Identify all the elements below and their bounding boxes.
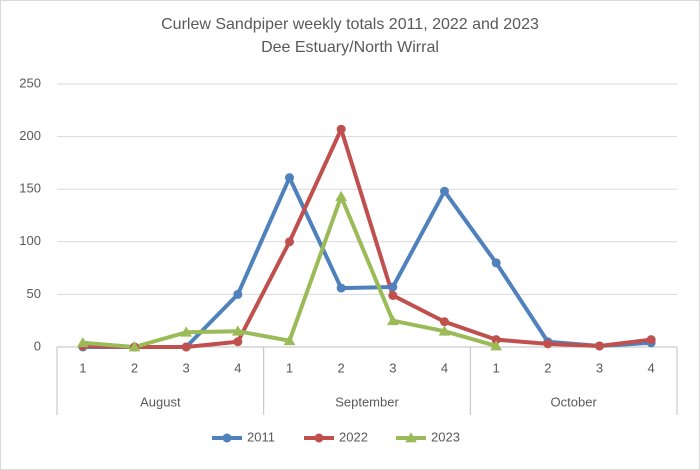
series-line: [82, 127, 652, 349]
legend-label: 2011: [247, 429, 275, 444]
x-tick-label: 3: [389, 360, 396, 375]
data-point: [285, 173, 294, 183]
legend-marker: [405, 432, 417, 443]
y-tick-label: 0: [34, 338, 41, 353]
data-point: [438, 325, 451, 336]
data-point: [285, 237, 294, 247]
y-tick-label: 250: [19, 75, 41, 90]
x-group-label: October: [551, 394, 598, 409]
x-tick-label: 1: [493, 360, 500, 375]
x-tick-label: 1: [286, 360, 293, 375]
x-tick-label: 3: [183, 360, 190, 375]
data-point: [491, 335, 501, 345]
x-tick-label: 2: [544, 360, 551, 375]
data-point: [335, 190, 348, 201]
data-point: [491, 258, 501, 268]
data-point: [388, 282, 398, 292]
data-point: [181, 342, 191, 352]
data-point: [180, 326, 193, 337]
y-tick-label: 150: [19, 181, 41, 196]
data-point: [386, 314, 399, 326]
legend-label: 2022: [339, 429, 368, 444]
y-tick-label: 50: [27, 286, 41, 301]
x-tick-label: 2: [131, 360, 138, 375]
x-tick-label: 4: [234, 360, 241, 375]
x-tick-label: 2: [338, 360, 345, 375]
data-point: [231, 325, 244, 336]
x-tick-label: 1: [79, 360, 86, 375]
data-point: [388, 290, 398, 300]
x-tick-label: 4: [441, 360, 448, 375]
data-point: [233, 289, 243, 299]
x-group-label: August: [140, 394, 181, 409]
x-tick-label: 3: [596, 360, 603, 375]
y-tick-label: 100: [19, 233, 41, 248]
x-group-label: September: [335, 394, 399, 409]
legend-marker: [222, 433, 232, 443]
data-point: [595, 341, 604, 351]
data-point: [336, 124, 346, 134]
legend-marker: [314, 433, 324, 443]
data-point: [76, 336, 89, 348]
x-tick-label: 4: [648, 360, 655, 375]
data-point: [440, 186, 449, 196]
data-point: [128, 341, 141, 352]
chart-subtitle: Dee Estuary/North Wirral: [261, 39, 439, 56]
data-point: [490, 340, 503, 351]
legend-label: 2023: [431, 429, 460, 444]
y-tick-label: 200: [19, 128, 41, 143]
data-point: [646, 335, 656, 345]
data-point: [440, 317, 449, 327]
data-point: [233, 337, 243, 347]
data-point: [283, 334, 296, 346]
data-point: [336, 283, 346, 293]
data-point: [543, 339, 553, 349]
chart-title: Curlew Sandpiper weekly totals 2011, 202…: [161, 16, 539, 33]
